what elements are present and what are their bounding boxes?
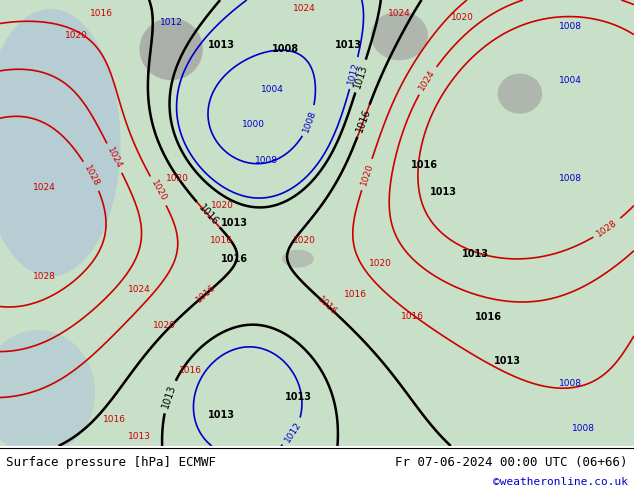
Text: 1024: 1024 — [33, 183, 56, 192]
Text: 1013: 1013 — [160, 384, 178, 410]
Text: 1004: 1004 — [261, 85, 284, 94]
Text: 1020: 1020 — [359, 162, 375, 187]
Ellipse shape — [498, 74, 542, 114]
Text: 1016: 1016 — [210, 236, 233, 245]
Ellipse shape — [371, 11, 428, 60]
Text: 1013: 1013 — [209, 40, 235, 49]
Text: 1028: 1028 — [82, 164, 101, 188]
Text: 1000: 1000 — [242, 121, 265, 129]
Text: 1012: 1012 — [160, 18, 183, 27]
Text: 1012: 1012 — [347, 61, 361, 85]
Text: 1013: 1013 — [128, 433, 151, 441]
Text: 1020: 1020 — [65, 31, 87, 40]
Text: 1013: 1013 — [285, 392, 311, 402]
Text: 1020: 1020 — [210, 200, 233, 210]
Text: 1024: 1024 — [388, 9, 411, 18]
Text: 1012: 1012 — [283, 420, 304, 444]
Text: 1016: 1016 — [195, 283, 217, 305]
Text: 1016: 1016 — [197, 202, 220, 227]
Text: 1016: 1016 — [179, 366, 202, 374]
Text: 1016: 1016 — [401, 312, 424, 321]
Text: 1013: 1013 — [352, 63, 369, 89]
Ellipse shape — [0, 330, 95, 455]
Text: 1020: 1020 — [166, 174, 189, 183]
Text: 1024: 1024 — [128, 285, 151, 294]
Text: 1013: 1013 — [494, 356, 521, 366]
Ellipse shape — [139, 18, 203, 80]
Ellipse shape — [282, 250, 314, 268]
Text: 1020: 1020 — [451, 13, 474, 23]
Text: 1016: 1016 — [411, 160, 438, 170]
Text: 1008: 1008 — [559, 379, 582, 388]
Text: 1008: 1008 — [559, 174, 582, 183]
Text: 1020: 1020 — [149, 179, 168, 203]
Text: 1016: 1016 — [103, 415, 126, 424]
Text: 1020: 1020 — [369, 259, 392, 268]
Text: 1024: 1024 — [105, 146, 124, 170]
Text: 1013: 1013 — [209, 410, 235, 420]
Text: 1013: 1013 — [462, 249, 489, 259]
Text: 1016: 1016 — [316, 294, 339, 317]
Text: 1016: 1016 — [475, 312, 501, 321]
Text: 1020: 1020 — [293, 236, 316, 245]
Text: 1016: 1016 — [354, 108, 372, 134]
Text: 1008: 1008 — [255, 156, 278, 165]
Text: 1024: 1024 — [418, 69, 437, 93]
Text: 1008: 1008 — [572, 423, 595, 433]
Text: 1008: 1008 — [272, 44, 299, 54]
Text: 1016: 1016 — [90, 9, 113, 18]
Text: 1016: 1016 — [344, 290, 366, 299]
Text: 1008: 1008 — [559, 22, 582, 31]
Text: 1020: 1020 — [153, 321, 176, 330]
Text: 1008: 1008 — [301, 109, 318, 133]
Text: Surface pressure [hPa] ECMWF: Surface pressure [hPa] ECMWF — [6, 456, 216, 469]
Text: 1016: 1016 — [221, 254, 248, 264]
Text: ©weatheronline.co.uk: ©weatheronline.co.uk — [493, 477, 628, 487]
Text: Fr 07-06-2024 00:00 UTC (06+66): Fr 07-06-2024 00:00 UTC (06+66) — [395, 456, 628, 469]
Text: 1024: 1024 — [293, 4, 316, 13]
Text: 1013: 1013 — [430, 187, 457, 197]
Ellipse shape — [0, 9, 120, 276]
Text: 1013: 1013 — [221, 218, 248, 228]
Text: 1004: 1004 — [559, 76, 582, 85]
Text: 1028: 1028 — [595, 218, 619, 239]
Text: 1013: 1013 — [335, 40, 362, 49]
Text: 1028: 1028 — [33, 272, 56, 281]
